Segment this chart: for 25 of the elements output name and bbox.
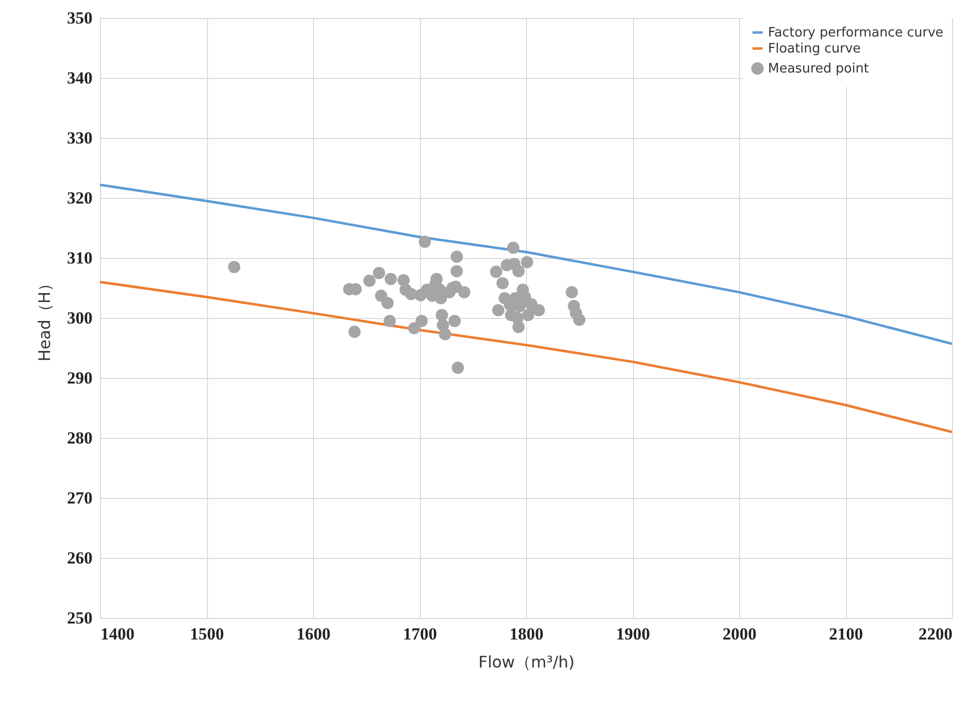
x-tick-label: 1400 — [100, 624, 134, 644]
legend-label: Floating curve — [768, 42, 861, 56]
x-axis-title: Flow（m³/h) — [478, 652, 575, 672]
x-tick-label: 2000 — [722, 624, 756, 644]
x-tick-label: 1900 — [616, 624, 650, 644]
y-tick-label: 340 — [67, 68, 92, 88]
y-tick-label: 250 — [67, 608, 92, 628]
x-tick-label: 1800 — [510, 624, 544, 644]
y-tick-label: 300 — [67, 308, 92, 328]
y-tick-label: 330 — [67, 128, 92, 148]
legend-label: Measured point — [768, 62, 869, 76]
x-tick-label: 2100 — [829, 624, 863, 644]
legend-label: Factory performance curve — [768, 26, 944, 40]
y-tick-label: 290 — [67, 368, 92, 388]
y-tick-label: 320 — [67, 188, 92, 208]
x-tick-label: 1700 — [403, 624, 437, 644]
y-tick-label: 260 — [67, 548, 92, 568]
y-tick-label: 270 — [67, 488, 92, 508]
y-tick-label: 310 — [67, 248, 92, 268]
x-tick-label: 1500 — [190, 624, 224, 644]
x-tick-label: 2200 — [918, 624, 952, 644]
y-tick-label: 350 — [67, 8, 92, 28]
y-tick-label: 280 — [67, 428, 92, 448]
y-axis-title: Head（H） — [35, 276, 54, 362]
x-tick-label: 1600 — [296, 624, 330, 644]
